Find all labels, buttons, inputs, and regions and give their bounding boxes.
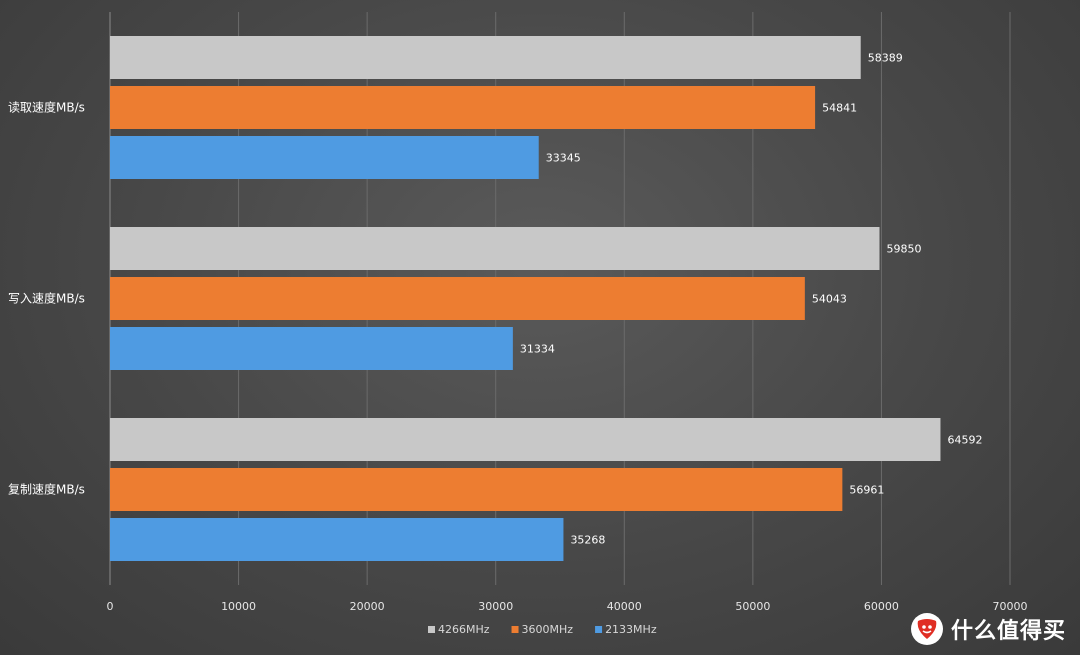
x-tick-label: 20000 (350, 600, 385, 613)
x-tick-label: 30000 (478, 600, 513, 613)
category-label: 复制速度MB/s (8, 482, 85, 497)
legend-swatch (511, 626, 519, 633)
legend-label: 2133MHz (605, 623, 657, 636)
x-axis-ticks: 0 10000 20000 30000 40000 50000 60000 70000 (107, 600, 1028, 613)
legend-label: 4266MHz (438, 623, 490, 636)
data-label: 35268 (570, 534, 605, 547)
legend: 4266MHz 3600MHz 2133MHz (428, 623, 657, 636)
smzdm-logo-icon (910, 613, 943, 645)
x-tick-label: 40000 (607, 600, 642, 613)
bar (110, 418, 941, 461)
category-labels: 读取速度MB/s 写入速度MB/s 复制速度MB/s (8, 100, 85, 497)
bar (110, 327, 513, 370)
category-label: 写入速度MB/s (8, 291, 85, 306)
data-label: 56961 (849, 484, 884, 497)
data-label: 31334 (520, 343, 555, 356)
data-label: 64592 (947, 434, 982, 447)
bar (110, 518, 564, 561)
data-label: 59850 (887, 243, 922, 256)
category-label: 读取速度MB/s (8, 100, 85, 115)
data-label: 58389 (868, 52, 903, 65)
data-label: 54043 (812, 293, 847, 306)
x-tick-label: 0 (107, 600, 114, 613)
bar (110, 468, 843, 511)
watermark-text: 什么值得买 (950, 619, 1066, 644)
watermark: 什么值得买 (910, 613, 1066, 645)
x-tick-label: 60000 (864, 600, 899, 613)
bar (110, 36, 861, 79)
x-tick-label: 10000 (221, 600, 256, 613)
x-tick-label: 50000 (735, 600, 770, 613)
bar (110, 86, 816, 129)
data-label: 54841 (822, 102, 857, 115)
bars: 58389 54841 33345 59850 54043 31334 64592 56961… (110, 36, 982, 561)
legend-swatch (595, 626, 603, 633)
x-tick-label: 70000 (993, 600, 1028, 613)
legend-swatch (428, 626, 435, 633)
bar (110, 277, 805, 320)
bar (110, 136, 539, 179)
bar (110, 227, 880, 270)
legend-label: 3600MHz (522, 623, 574, 636)
data-label: 33345 (546, 152, 581, 165)
